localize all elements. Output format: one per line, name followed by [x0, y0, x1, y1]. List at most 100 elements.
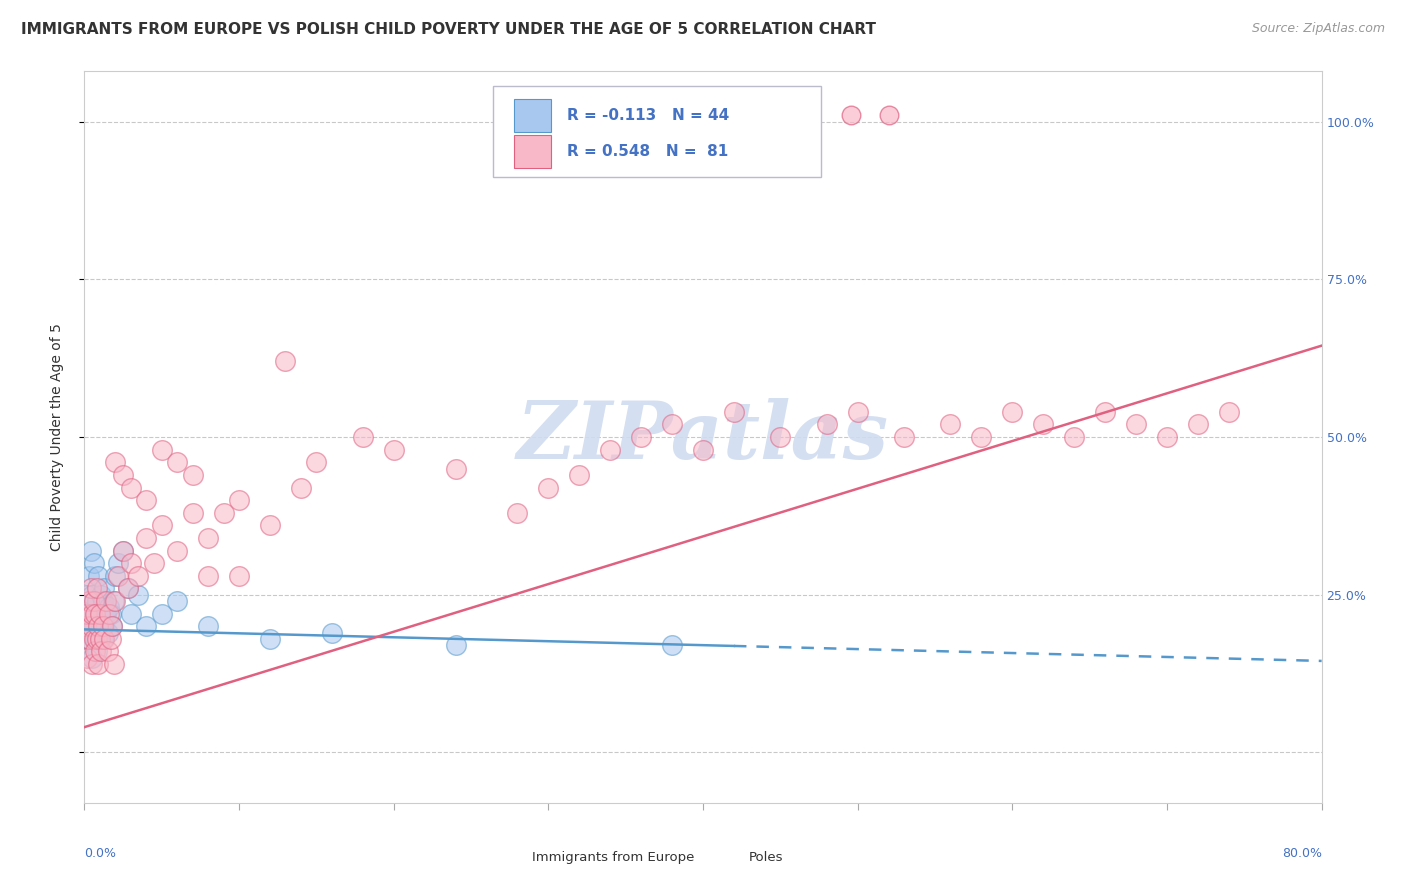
Point — [107, 569, 129, 583]
Point — [661, 638, 683, 652]
Point — [107, 556, 129, 570]
Point — [769, 430, 792, 444]
Text: 80.0%: 80.0% — [1282, 847, 1322, 860]
Point — [75, 607, 97, 621]
Point — [197, 569, 219, 583]
Point — [181, 467, 204, 482]
Point — [135, 531, 157, 545]
Point — [1218, 405, 1240, 419]
Point — [785, 159, 807, 173]
Point — [100, 632, 122, 646]
Point — [1156, 430, 1178, 444]
Point — [120, 556, 142, 570]
Text: Poles: Poles — [749, 851, 783, 864]
Point — [84, 607, 107, 621]
Point — [135, 493, 157, 508]
Point — [79, 582, 101, 596]
Point — [212, 506, 235, 520]
Point — [1032, 153, 1054, 167]
Point — [143, 556, 166, 570]
Point — [77, 569, 100, 583]
Point — [166, 543, 188, 558]
Point — [382, 442, 405, 457]
Point — [103, 594, 125, 608]
FancyBboxPatch shape — [499, 847, 526, 869]
Point — [91, 594, 114, 608]
Point — [93, 582, 115, 596]
Point — [970, 430, 993, 444]
Point — [94, 607, 117, 621]
Point — [86, 644, 108, 658]
Point — [84, 644, 107, 658]
Point — [1078, 153, 1101, 167]
Point — [723, 405, 745, 419]
Text: Immigrants from Europe: Immigrants from Europe — [533, 851, 695, 864]
Point — [93, 619, 115, 633]
Point — [166, 594, 188, 608]
FancyBboxPatch shape — [513, 99, 551, 132]
Point — [661, 417, 683, 432]
Point — [112, 467, 135, 482]
Point — [75, 619, 97, 633]
Point — [117, 582, 139, 596]
Point — [150, 607, 173, 621]
Point — [76, 588, 98, 602]
Point — [79, 619, 101, 633]
Point — [150, 442, 173, 457]
Point — [82, 657, 104, 671]
Point — [150, 518, 173, 533]
Point — [104, 455, 127, 469]
Point — [86, 582, 108, 596]
Point — [259, 632, 281, 646]
FancyBboxPatch shape — [716, 847, 742, 869]
Point — [89, 632, 111, 646]
Point — [181, 506, 204, 520]
Point — [77, 632, 100, 646]
Point — [77, 632, 100, 646]
Point — [1187, 417, 1209, 432]
Text: Source: ZipAtlas.com: Source: ZipAtlas.com — [1251, 22, 1385, 36]
Point — [893, 430, 915, 444]
Point — [103, 657, 125, 671]
Point — [98, 607, 121, 621]
Point — [90, 588, 112, 602]
Point — [90, 619, 112, 633]
Point — [1063, 430, 1085, 444]
Point — [274, 354, 297, 368]
Point — [1032, 417, 1054, 432]
Point — [84, 607, 107, 621]
Point — [94, 594, 117, 608]
Point — [112, 543, 135, 558]
Point — [135, 619, 157, 633]
Point — [228, 569, 250, 583]
Point — [104, 569, 127, 583]
Point — [259, 518, 281, 533]
Point — [568, 467, 591, 482]
Point — [117, 582, 139, 596]
Text: 0.0%: 0.0% — [84, 847, 117, 860]
Point — [100, 607, 122, 621]
Point — [93, 632, 115, 646]
Point — [120, 481, 142, 495]
Point — [112, 543, 135, 558]
Point — [89, 607, 111, 621]
Point — [87, 657, 110, 671]
Text: ZIPatlas: ZIPatlas — [517, 399, 889, 475]
Point — [127, 588, 149, 602]
Point — [197, 619, 219, 633]
Point — [290, 481, 312, 495]
Text: R = -0.113   N = 44: R = -0.113 N = 44 — [567, 108, 730, 123]
Point — [1094, 405, 1116, 419]
Point — [846, 405, 869, 419]
Point — [444, 638, 467, 652]
Point — [104, 594, 127, 608]
Point — [166, 455, 188, 469]
Point — [84, 632, 107, 646]
Point — [1125, 417, 1147, 432]
Point — [82, 607, 104, 621]
Point — [87, 619, 110, 633]
Point — [506, 506, 529, 520]
Point — [939, 417, 962, 432]
Point — [79, 543, 101, 558]
Point — [79, 619, 101, 633]
